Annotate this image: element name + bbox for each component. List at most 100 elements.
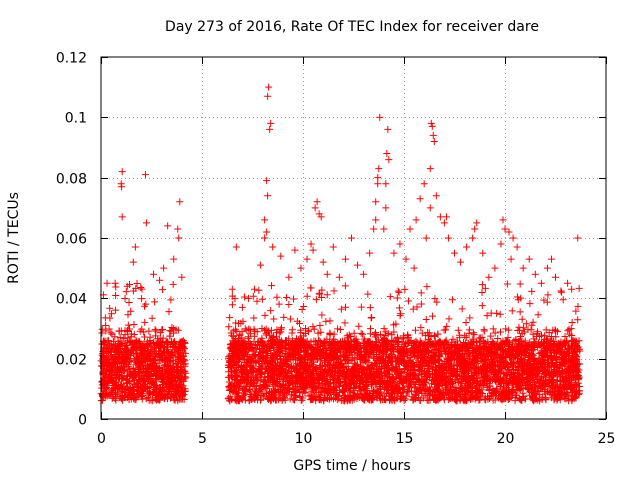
data-point — [166, 390, 174, 398]
data-point — [292, 362, 300, 370]
data-point — [268, 282, 276, 290]
data-point — [239, 317, 247, 325]
data-point — [343, 346, 351, 354]
data-point — [124, 363, 132, 371]
y-tick-label: 0.08 — [56, 172, 87, 188]
data-point — [176, 343, 184, 351]
data-point — [446, 394, 454, 402]
data-point — [430, 331, 438, 339]
data-point — [393, 355, 401, 363]
data-point — [112, 283, 120, 291]
data-point — [133, 359, 141, 367]
data-point — [167, 296, 175, 304]
data-point — [347, 332, 355, 340]
data-point — [118, 339, 126, 347]
data-point — [102, 384, 110, 392]
data-point — [286, 351, 294, 359]
data-point — [459, 396, 467, 404]
data-point — [387, 350, 395, 358]
data-point — [266, 344, 274, 352]
data-point — [225, 323, 233, 331]
data-point — [409, 305, 417, 313]
data-point — [144, 383, 152, 391]
data-point — [243, 368, 251, 376]
data-point — [151, 298, 159, 306]
data-point — [112, 356, 120, 364]
data-point — [98, 325, 106, 333]
data-point — [110, 348, 118, 356]
data-point — [402, 392, 410, 400]
data-point — [174, 397, 182, 405]
data-point — [172, 353, 180, 361]
data-point — [272, 379, 280, 387]
y-tick-label: 0.12 — [56, 51, 87, 67]
data-point — [129, 385, 137, 393]
data-point — [122, 376, 130, 384]
data-point — [134, 379, 142, 387]
data-point — [159, 383, 167, 391]
data-point — [112, 291, 120, 299]
data-point — [124, 321, 132, 329]
data-point — [337, 305, 345, 313]
data-point — [120, 372, 128, 380]
data-point — [507, 348, 515, 356]
data-point — [353, 338, 361, 346]
data-point — [153, 350, 161, 358]
data-point — [118, 383, 126, 391]
data-point — [519, 392, 527, 400]
data-point — [122, 288, 130, 296]
data-point — [116, 333, 124, 341]
data-point — [310, 358, 318, 366]
data-point — [119, 375, 127, 383]
data-point — [138, 295, 146, 303]
data-point — [122, 358, 130, 366]
data-point — [422, 378, 430, 386]
data-point — [417, 324, 425, 332]
data-point — [330, 287, 338, 295]
data-point — [105, 337, 113, 345]
data-point — [122, 346, 130, 354]
data-point — [283, 293, 291, 301]
data-point — [112, 306, 120, 314]
data-point — [293, 335, 301, 343]
data-point — [369, 353, 377, 361]
data-point — [390, 379, 398, 387]
data-point — [151, 326, 159, 334]
data-point — [124, 334, 132, 342]
data-point — [171, 368, 179, 376]
data-point — [141, 302, 149, 310]
data-point — [307, 284, 315, 292]
data-point — [522, 347, 530, 355]
data-point — [156, 396, 164, 404]
data-point — [501, 369, 509, 377]
data-point — [138, 285, 146, 293]
data-point — [106, 304, 114, 312]
data-point — [181, 338, 189, 346]
data-point — [120, 389, 128, 397]
data-point — [322, 317, 330, 325]
data-point — [133, 280, 141, 288]
y-tick-label: 0.06 — [56, 232, 87, 248]
data-point — [403, 338, 411, 346]
data-point — [126, 357, 134, 365]
data-point — [113, 368, 121, 376]
data-point — [318, 286, 326, 294]
data-point — [567, 325, 575, 333]
data-point — [120, 334, 128, 342]
data-point — [520, 328, 528, 336]
data-point — [228, 379, 236, 387]
data-point — [336, 326, 344, 334]
data-point — [139, 328, 147, 336]
data-point — [258, 334, 266, 342]
x-tick-label: 0 — [97, 431, 106, 447]
data-point — [153, 391, 161, 399]
data-point — [173, 363, 181, 371]
data-point — [551, 394, 559, 402]
data-point — [413, 303, 421, 311]
data-point — [119, 396, 127, 404]
data-point — [526, 300, 534, 308]
data-point — [456, 352, 464, 360]
data-point — [234, 396, 242, 404]
data-point — [253, 328, 261, 336]
data-point — [132, 373, 140, 381]
